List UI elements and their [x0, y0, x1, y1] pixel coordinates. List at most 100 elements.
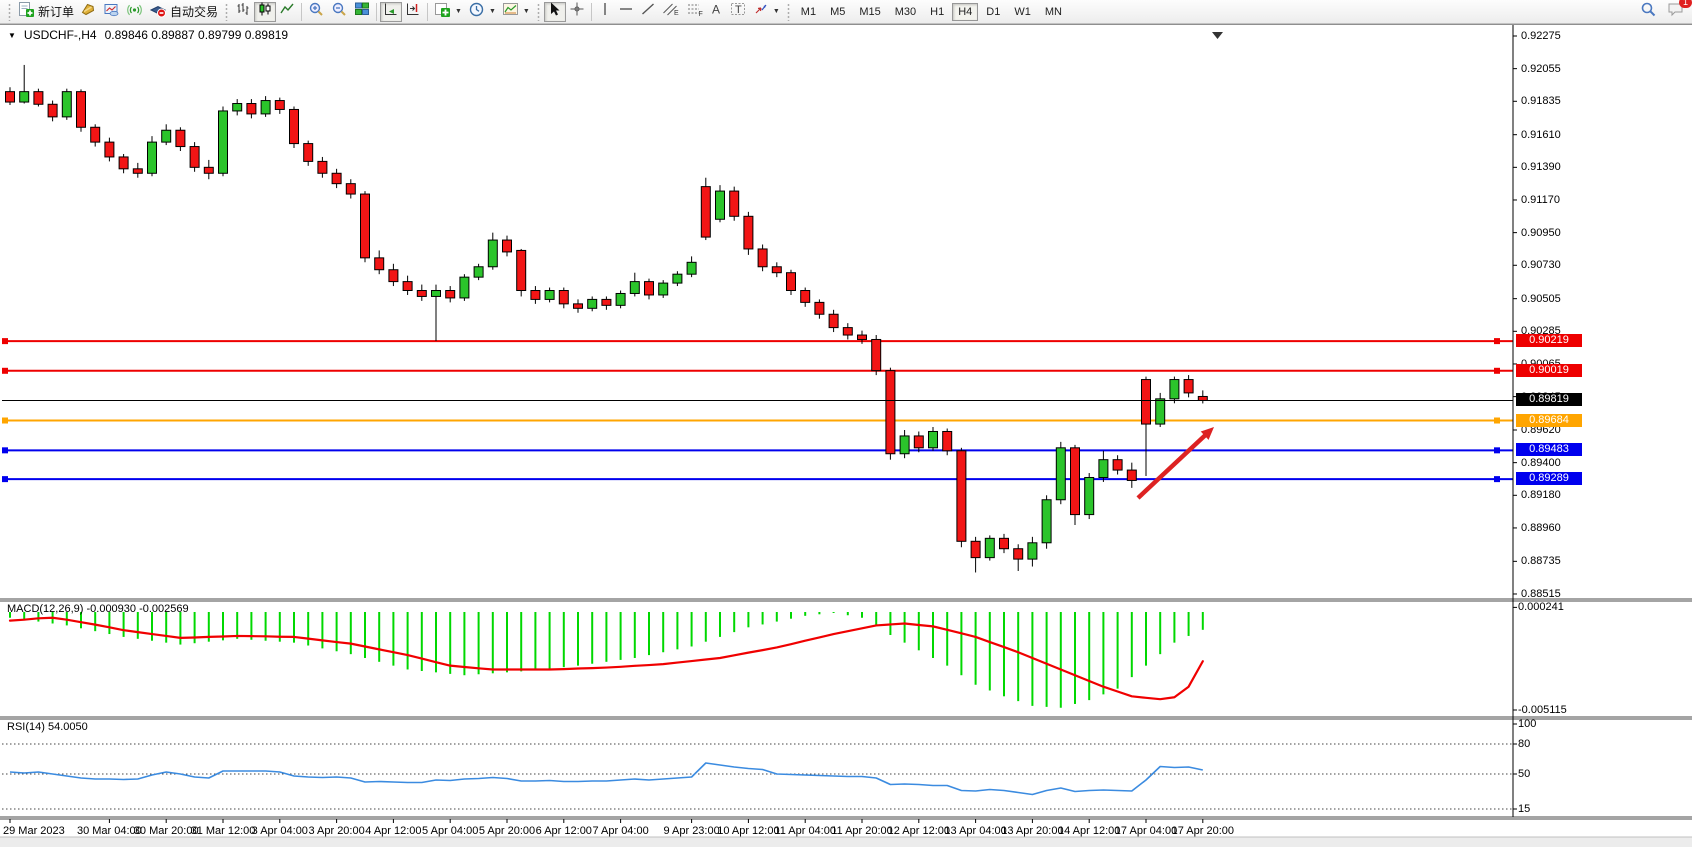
candle-body — [842, 327, 853, 336]
text-button[interactable]: A — [707, 2, 727, 22]
toolbar-grip[interactable] — [535, 2, 541, 21]
candle-body — [431, 290, 441, 297]
search-icon[interactable] — [1640, 1, 1657, 23]
tf-m5-button[interactable]: M5 — [830, 5, 846, 18]
candle-body — [700, 186, 711, 238]
tf-m15-button[interactable]: M15 — [859, 5, 881, 18]
candle-body — [743, 215, 754, 250]
text-icon: A — [710, 1, 724, 22]
equidistant-channel-button[interactable]: E — [659, 2, 683, 22]
editor-button[interactable] — [77, 2, 100, 22]
chart-shift-marker[interactable] — [1212, 32, 1223, 39]
text-label-icon: T — [730, 1, 747, 22]
candle-body — [558, 290, 569, 305]
chart-shift-button[interactable] — [402, 2, 424, 22]
tf-d1-button[interactable]: D1 — [986, 5, 1001, 18]
zoom-out-button[interactable] — [328, 2, 351, 22]
zoom-in-icon — [308, 1, 325, 23]
candle-body — [587, 298, 598, 309]
symbol-dropdown-icon[interactable]: ▼ — [8, 30, 16, 40]
cursor-button[interactable] — [543, 1, 566, 22]
candle-body — [1155, 398, 1166, 425]
crosshair-button[interactable] — [566, 2, 588, 22]
candle-body — [871, 338, 882, 372]
candle-body — [1084, 476, 1095, 516]
ohlc-values: 0.89846 0.89887 0.89799 0.89819 — [104, 28, 289, 42]
candle-body — [473, 266, 484, 278]
hline-left-handle[interactable] — [2, 476, 8, 483]
line-chart-icon — [279, 1, 295, 22]
toolbar-grip[interactable] — [224, 2, 230, 21]
tf-m1-button[interactable]: M1 — [800, 5, 817, 18]
svg-text:T: T — [735, 4, 742, 16]
autotrading-button[interactable]: 自动交易 — [146, 2, 221, 22]
candle-body — [1041, 499, 1052, 544]
vertical-line-button[interactable] — [595, 2, 615, 22]
vertical-line-icon — [598, 1, 612, 22]
hline-right-handle[interactable] — [1494, 417, 1500, 424]
candle-body — [771, 266, 782, 274]
chat-button[interactable]: 1 — [1667, 0, 1692, 23]
toolbar-grip[interactable] — [785, 2, 791, 21]
candle-body — [232, 103, 243, 112]
chevron-down-icon: ▼ — [488, 8, 496, 15]
hline-right-handle[interactable] — [1494, 476, 1500, 483]
arrows-button[interactable]: ▼ — [750, 2, 783, 22]
toolbar-grip[interactable] — [7, 2, 12, 21]
tf-mn-button[interactable]: MN — [1044, 5, 1062, 18]
hline-right-handle[interactable] — [1494, 447, 1500, 454]
tf-h4-button[interactable]: H4 — [952, 2, 979, 21]
candle-body — [274, 100, 285, 110]
hline-left-handle[interactable] — [2, 447, 8, 454]
templates-button[interactable]: ▼ — [499, 2, 533, 22]
signal-icon — [126, 1, 143, 23]
candle-body — [956, 450, 967, 542]
candle-body — [218, 110, 228, 174]
candlestick-chart-button[interactable] — [254, 1, 277, 22]
zoom-in-button[interactable] — [305, 2, 328, 22]
chart-canvas[interactable] — [0, 25, 1692, 847]
candle-body — [885, 370, 896, 455]
bar-chart-button[interactable] — [232, 2, 254, 22]
horizontal-line-button[interactable] — [615, 2, 637, 22]
fibonacci-icon: F — [686, 1, 704, 22]
macd-indicator-label: MACD(12,26,9) -0.000930 -0.002569 — [7, 603, 189, 615]
candle-body — [1112, 459, 1123, 471]
candle-body — [303, 143, 314, 162]
terminal-button[interactable] — [100, 2, 123, 22]
hline-left-handle[interactable] — [2, 338, 8, 345]
tile-windows-button[interactable] — [351, 2, 373, 22]
candle-body — [161, 129, 172, 143]
line-chart-button[interactable] — [276, 2, 298, 22]
indicators-button[interactable]: ▼ — [431, 2, 465, 22]
candle-body — [19, 91, 30, 103]
auto-scroll-button[interactable] — [380, 1, 403, 22]
candle-body — [814, 301, 825, 315]
trend-arrow-object[interactable] — [1136, 429, 1212, 500]
hline-left-handle[interactable] — [2, 417, 8, 424]
tf-m30-button[interactable]: M30 — [894, 5, 917, 18]
new-order-button[interactable]: 新订单 — [15, 1, 77, 22]
hline-right-handle[interactable] — [1494, 338, 1500, 345]
rsi-line — [9, 762, 1203, 796]
candle-body — [445, 290, 456, 299]
symbol-period-label: USDCHF-,H4 — [23, 28, 97, 42]
tf-h1-button[interactable]: H1 — [930, 5, 945, 18]
periods-button[interactable]: ▼ — [465, 2, 499, 22]
candle-body — [5, 91, 15, 103]
candle-body — [260, 100, 271, 115]
tf-w1-button[interactable]: W1 — [1014, 5, 1031, 18]
candle-body — [757, 248, 768, 268]
trend-arrow-head[interactable] — [1200, 427, 1214, 440]
chart-cloud-icon — [103, 1, 120, 23]
trendline-button[interactable] — [637, 2, 659, 22]
candle-body — [374, 257, 385, 271]
text-label-button[interactable]: T — [727, 2, 750, 22]
signals-button[interactable] — [123, 2, 146, 22]
candle-body — [246, 103, 257, 115]
hline-left-handle[interactable] — [2, 367, 8, 374]
candle-body — [828, 313, 839, 329]
fibonacci-button[interactable]: F — [683, 2, 707, 22]
hline-right-handle[interactable] — [1494, 367, 1500, 374]
